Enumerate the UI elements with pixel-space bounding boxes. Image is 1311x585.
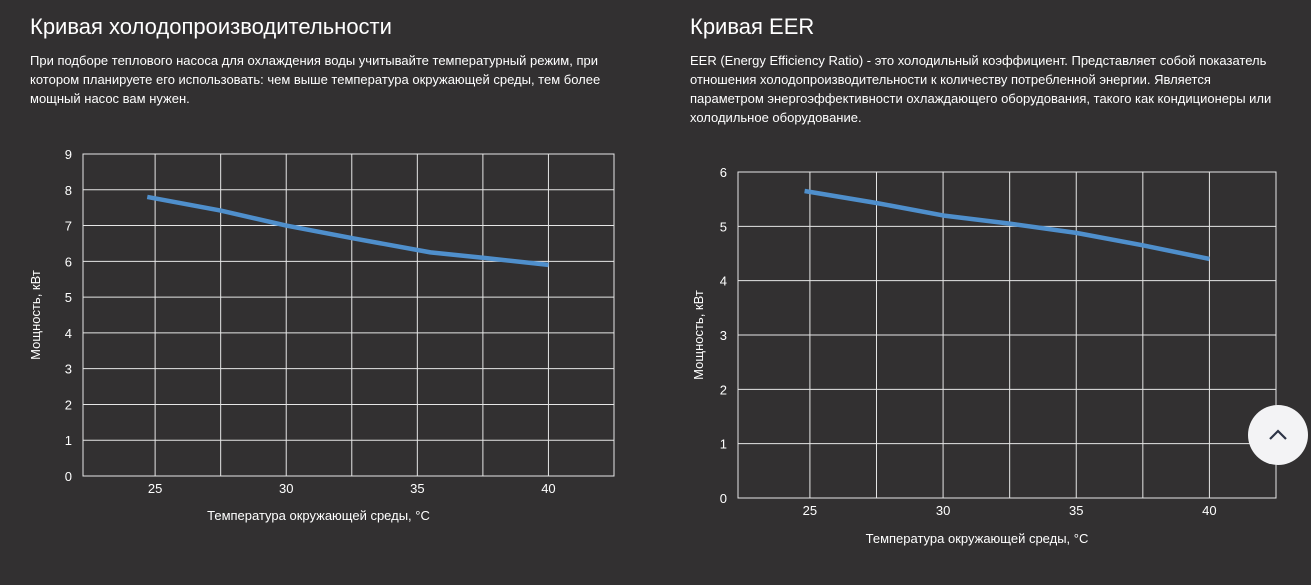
x-tick-label: 40	[541, 481, 555, 496]
x-axis-label: Температура окружающей среды, °C	[866, 531, 1089, 546]
y-tick-label: 3	[65, 362, 72, 377]
y-tick-label: 6	[720, 165, 727, 180]
y-tick-label: 0	[65, 469, 72, 484]
left-title: Кривая холодопроизводительности	[30, 14, 392, 39]
y-tick-label: 3	[720, 328, 727, 343]
x-tick-label: 25	[803, 503, 817, 518]
y-tick-label: 5	[720, 219, 727, 234]
x-tick-label: 35	[1069, 503, 1083, 518]
series-line	[804, 188, 1210, 262]
right-title: Кривая EER	[690, 14, 815, 39]
y-tick-label: 4	[65, 326, 72, 341]
scroll-to-top-button[interactable]	[1248, 405, 1308, 465]
y-tick-label: 6	[65, 254, 72, 269]
y-tick-label: 8	[65, 183, 72, 198]
y-tick-label: 2	[720, 382, 727, 397]
y-axis-label: Мощность, кВт	[691, 290, 706, 380]
y-axis-label: Мощность, кВт	[28, 270, 43, 360]
x-tick-label: 25	[148, 481, 162, 496]
y-tick-label: 1	[65, 433, 72, 448]
y-tick-label: 1	[720, 437, 727, 452]
chevron-up-icon	[1269, 429, 1287, 440]
y-tick-label: 9	[65, 147, 72, 162]
right-description: EER (Energy Efficiency Ratio) - это холо…	[690, 53, 1272, 125]
plot-border	[82, 153, 615, 477]
y-tick-label: 2	[65, 397, 72, 412]
y-tick-label: 0	[720, 491, 727, 506]
y-tick-label: 4	[720, 274, 727, 289]
x-axis-label: Температура окружающей среды, °C	[207, 508, 430, 523]
x-tick-label: 40	[1202, 503, 1216, 518]
series-line	[146, 194, 549, 268]
y-tick-label: 5	[65, 290, 72, 305]
x-tick-label: 30	[279, 481, 293, 496]
left-description: При подборе теплового насоса для охлажде…	[30, 53, 601, 106]
x-tick-label: 35	[410, 481, 424, 496]
x-tick-label: 30	[936, 503, 950, 518]
y-tick-label: 7	[65, 219, 72, 234]
